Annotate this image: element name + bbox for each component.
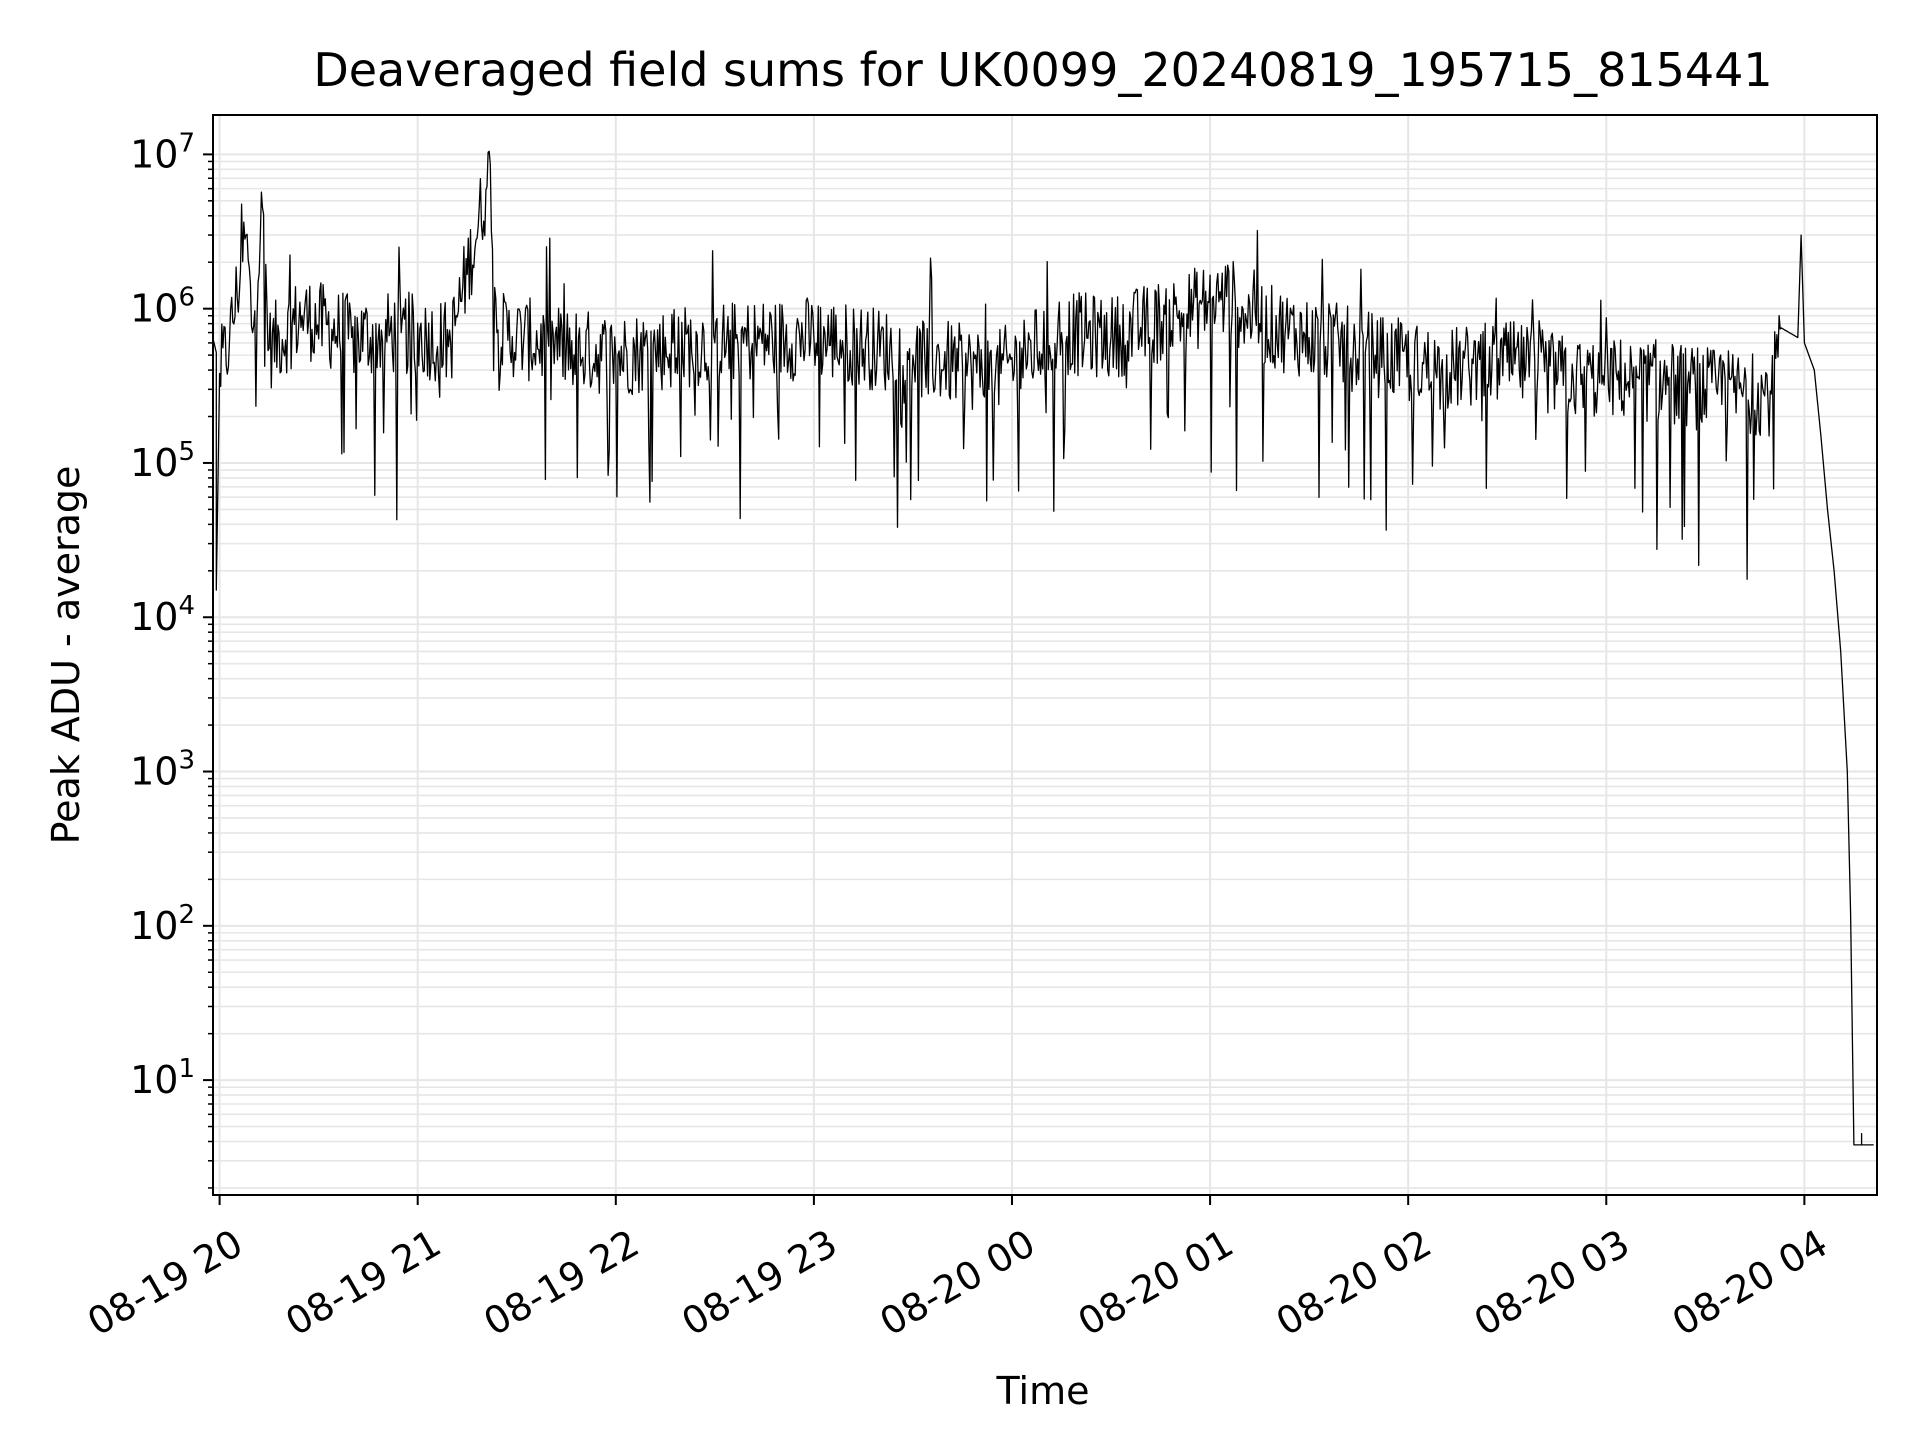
- y-tick-label: 102: [130, 900, 195, 948]
- y-tick-label: 107: [130, 128, 195, 176]
- series-line: [212, 150, 1874, 1146]
- chart-title: Deaveraged field sums for UK0099_2024081…: [313, 43, 1772, 97]
- y-axis-label: Peak ADU - average: [44, 466, 88, 845]
- y-tick-label: 101: [130, 1054, 195, 1102]
- series-layer: [212, 150, 1874, 1146]
- y-tick-label: 105: [130, 437, 195, 485]
- y-tick-label: 104: [130, 591, 195, 639]
- y-tick-label: 106: [130, 283, 195, 331]
- x-axis-label: Time: [996, 1369, 1090, 1413]
- y-tick-label: 103: [130, 746, 195, 794]
- plot-frame: [212, 114, 1878, 1196]
- y-axis-ticks: 101 102 103 104 105 106 107: [130, 128, 213, 1189]
